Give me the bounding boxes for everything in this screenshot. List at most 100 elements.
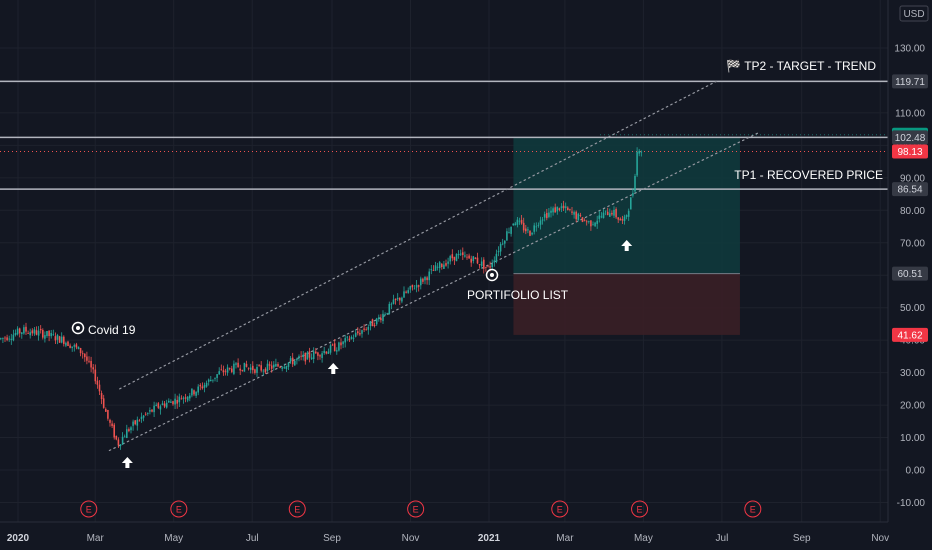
candle-body (590, 220, 592, 227)
candle-body (304, 352, 307, 362)
time-tick-label: Sep (793, 533, 811, 544)
candle-body (75, 344, 78, 348)
candle-body (310, 357, 313, 360)
event-target-icon (71, 321, 85, 335)
candle-body (18, 328, 21, 334)
candle-body (12, 334, 15, 341)
candle-body (380, 318, 382, 321)
time-tick-label: Nov (402, 533, 420, 544)
candle-body (212, 379, 214, 381)
candle-body (289, 358, 292, 362)
candle-body (29, 332, 31, 336)
price-tick-label: 20.00 (900, 401, 925, 412)
candle-body (354, 332, 357, 337)
candle-body (609, 213, 611, 217)
candle-body (367, 326, 370, 330)
horizontal-levels[interactable] (0, 80, 888, 190)
channel-upper-line[interactable] (119, 79, 719, 390)
candle-body (65, 342, 67, 346)
candle-body (300, 355, 302, 357)
earnings-circle (551, 500, 569, 518)
candle-body (277, 364, 279, 367)
earnings-marker[interactable]: E (631, 500, 649, 518)
candle-body (327, 351, 330, 354)
candle-body (581, 217, 584, 223)
price-label-text: 102.48 (895, 133, 926, 144)
candle-body (46, 330, 48, 336)
candle-body (396, 297, 399, 300)
candle-body (184, 397, 187, 399)
time-axis[interactable]: 2020 Mar May Jul Sep Nov 2021 Mar May Jul Sep Nov (0, 521, 889, 544)
candle-body (180, 398, 183, 400)
time-tick-label: Mar (556, 533, 574, 544)
price-label-text: 60.51 (897, 269, 922, 280)
candle-body (413, 288, 416, 290)
candle-body (315, 351, 317, 354)
earnings-marker[interactable]: E (551, 500, 569, 518)
currency-box[interactable] (899, 5, 929, 22)
candle-body (6, 337, 8, 341)
candle-body (119, 444, 122, 447)
candle-body (592, 224, 594, 226)
candle-body (520, 219, 523, 224)
candle-body (495, 253, 498, 262)
candle-body (611, 212, 613, 215)
candle-body (548, 212, 550, 217)
tp1-annotation: TP1 - RECOVERED PRICE (734, 168, 883, 182)
channel-lower-line[interactable] (108, 131, 760, 452)
candle-body (588, 221, 590, 223)
candle-body (254, 369, 256, 373)
candle-body (178, 396, 181, 403)
time-tick-label: May (634, 533, 653, 544)
candle-body (344, 338, 346, 343)
candle-body (193, 390, 195, 395)
event-target-dot (76, 326, 80, 330)
candle-body (483, 259, 485, 269)
candle-body (56, 335, 59, 340)
candle-body (336, 350, 338, 352)
candle-body (153, 405, 155, 413)
candle-body (168, 400, 170, 403)
candle-body (426, 277, 428, 281)
candle-body (457, 254, 460, 256)
candle-body (149, 410, 151, 412)
event-target-dot (490, 273, 494, 277)
candle-body (531, 232, 533, 235)
trend-channel[interactable] (108, 79, 760, 452)
candle-body (102, 398, 105, 408)
earnings-label: E (413, 505, 419, 515)
candle-body (470, 258, 472, 263)
earnings-label: E (637, 505, 643, 515)
candle-body (632, 193, 634, 196)
candle-body (634, 175, 636, 192)
earnings-label: E (176, 505, 182, 515)
candle-body (342, 341, 344, 345)
candle-body (422, 278, 424, 282)
candle-body (462, 252, 464, 256)
earnings-marker[interactable]: E (288, 500, 306, 518)
earnings-marker[interactable]: E (407, 500, 425, 518)
candle-body (117, 439, 120, 446)
candle-body (308, 351, 311, 358)
candle-body (84, 353, 86, 358)
candle-body (399, 297, 401, 301)
candle-body (121, 436, 124, 445)
earnings-marker[interactable]: E (744, 500, 762, 518)
price-tick-label: 10.00 (900, 433, 925, 444)
price-label-box (892, 266, 928, 281)
earnings-marker[interactable]: E (170, 500, 188, 518)
candle-body (317, 352, 319, 356)
candle-body (508, 232, 510, 233)
candle-body (583, 220, 586, 221)
candle-body (161, 403, 164, 406)
candle-body (35, 330, 38, 335)
candle-body (350, 336, 353, 339)
candle-body (390, 303, 393, 305)
time-axis-ticks: 2020 Mar May Jul Sep Nov 2021 Mar May Jul Sep Nov (7, 533, 889, 544)
price-axis[interactable]: 130.00120.00110.00100.0090.0080.0070.006… (887, 0, 932, 522)
candle-body (491, 263, 493, 268)
price-tick-label: 110.00 (895, 108, 925, 119)
earnings-marker[interactable]: E (80, 500, 98, 518)
